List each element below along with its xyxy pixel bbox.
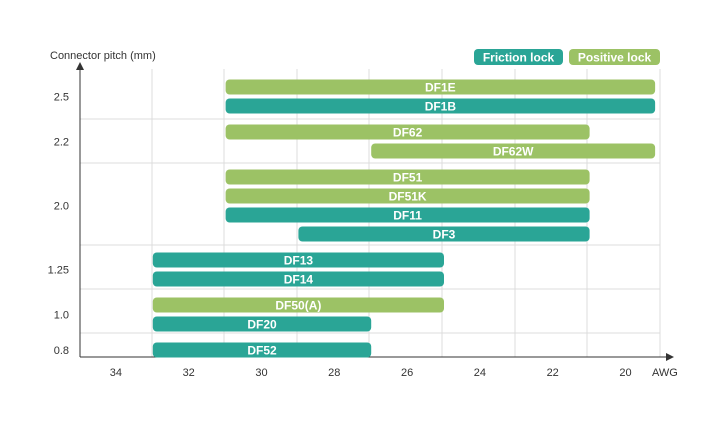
- bar-rect: [152, 252, 445, 268]
- y-axis-arrow: [76, 62, 84, 70]
- x-tick-label: 24: [474, 367, 486, 379]
- y-tick-label: 2.2: [54, 137, 69, 149]
- bar-df62w: DF62W: [371, 143, 656, 159]
- bar-rect: [298, 226, 590, 242]
- bar-df50a: DF50(A): [152, 297, 445, 313]
- bar-label: DF3: [433, 228, 456, 242]
- bar-label: DF13: [284, 254, 314, 268]
- bar-rect: [225, 98, 656, 114]
- bar-df52: DF52: [152, 342, 372, 358]
- y-tick-label: 2.0: [54, 201, 69, 213]
- x-tick-label: 34: [110, 367, 122, 379]
- bar-rect: [152, 297, 445, 313]
- bar-rect: [371, 143, 656, 159]
- bar-label: DF51K: [389, 190, 427, 204]
- x-tick-label: 30: [255, 367, 267, 379]
- bar-df3: DF3: [298, 226, 590, 242]
- bar-label: DF51: [393, 171, 423, 185]
- legend-item-friction: Friction lock: [474, 49, 563, 65]
- legend-swatch: [474, 49, 563, 65]
- bar-df1b: DF1B: [225, 98, 656, 114]
- bar-df11: DF11: [225, 207, 590, 223]
- bar-df51: DF51: [225, 169, 590, 185]
- x-tick-label: 26: [401, 367, 413, 379]
- legend-swatch: [569, 49, 660, 65]
- bar-label: DF1B: [425, 100, 457, 114]
- legend-label: Friction lock: [483, 51, 555, 65]
- bar-df1e: DF1E: [225, 79, 656, 95]
- y-ticks: 2.5 2.2 2.0 1.25 1.0 0.8: [48, 92, 69, 358]
- legend: Friction lock Positive lock: [474, 49, 660, 65]
- bar-label: DF52: [247, 344, 277, 358]
- bar-rect: [152, 271, 445, 287]
- bar-df20: DF20: [152, 316, 372, 332]
- y-tick-label: 0.8: [54, 345, 69, 357]
- bar-label: DF11: [393, 209, 422, 223]
- legend-label: Positive lock: [578, 51, 652, 65]
- x-tick-label: 20: [619, 367, 631, 379]
- x-tick-label: 32: [183, 367, 195, 379]
- bar-rect: [225, 188, 590, 204]
- bar-rect: [225, 207, 590, 223]
- bar-df51k: DF51K: [225, 188, 590, 204]
- bar-rect: [225, 169, 590, 185]
- bar-rect: [152, 316, 372, 332]
- x-tick-label: 28: [328, 367, 340, 379]
- bar-label: DF50(A): [275, 299, 321, 313]
- y-tick-label: 2.5: [54, 92, 69, 104]
- bar-label: DF20: [247, 318, 277, 332]
- x-axis-label: AWG: [652, 367, 678, 379]
- bar-rect: [225, 124, 590, 140]
- bar-rect: [152, 342, 372, 358]
- bar-label: DF62: [393, 126, 423, 140]
- y-axis-label: Connector pitch (mm): [50, 50, 156, 62]
- y-tick-label: 1.25: [48, 265, 69, 277]
- bar-df13: DF13: [152, 252, 445, 268]
- bar-label: DF1E: [425, 81, 456, 95]
- bar-rect: [225, 79, 656, 95]
- bar-label: DF14: [284, 273, 314, 287]
- y-tick-label: 1.0: [54, 310, 69, 322]
- x-tick-label: 22: [547, 367, 559, 379]
- bar-label: DF62W: [493, 145, 534, 159]
- axes: Connector pitch (mm) AWG: [50, 50, 678, 379]
- bar-df14: DF14: [152, 271, 445, 287]
- legend-item-positive: Positive lock: [569, 49, 660, 65]
- x-ticks: 34 32 30 28 26 24 22 20: [110, 367, 632, 379]
- bar-df62: DF62: [225, 124, 590, 140]
- x-axis-arrow: [666, 353, 674, 361]
